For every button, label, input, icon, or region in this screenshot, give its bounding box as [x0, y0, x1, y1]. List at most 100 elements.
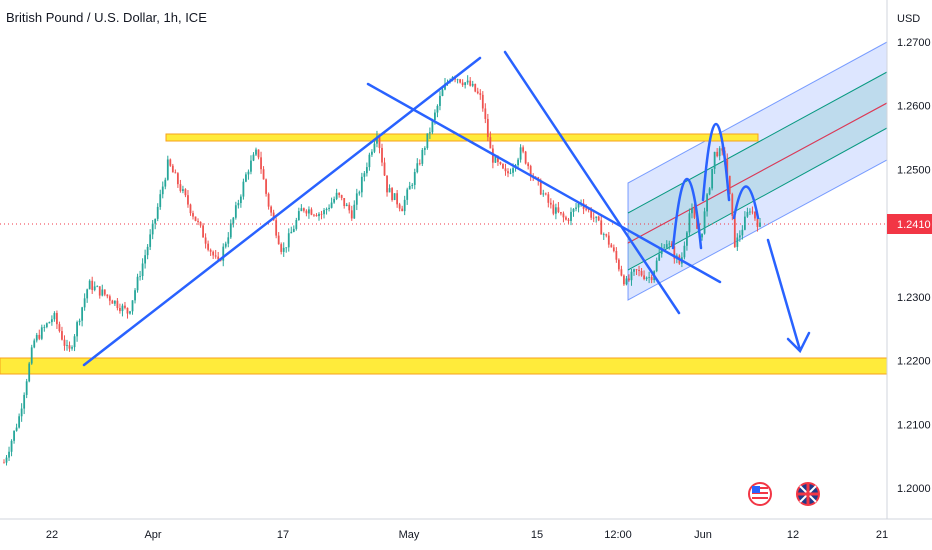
- candle-body: [290, 231, 293, 234]
- candle-body: [28, 363, 31, 382]
- candle-body: [144, 255, 147, 264]
- candle-body: [255, 149, 257, 155]
- event-flags[interactable]: [748, 482, 820, 506]
- candle-body: [50, 319, 53, 323]
- candle-body: [423, 147, 426, 150]
- candle-body: [393, 193, 396, 200]
- candle-body: [474, 83, 477, 92]
- candle-body: [126, 307, 129, 314]
- candle-body: [222, 246, 225, 261]
- candle-body: [245, 174, 247, 182]
- last-price-tag: 1.2410: [887, 214, 932, 234]
- candle-body: [544, 193, 547, 195]
- candle-body: [53, 313, 56, 320]
- support-zone: [0, 357, 888, 375]
- uk-flag-icon: [796, 482, 820, 506]
- candle-body: [267, 193, 270, 207]
- candle-body: [686, 232, 688, 246]
- candle-body: [35, 334, 38, 341]
- candle-body: [688, 213, 691, 233]
- candle-body: [645, 277, 648, 280]
- candle-body: [318, 213, 320, 217]
- candle-body: [376, 136, 378, 144]
- candle-body: [610, 244, 613, 248]
- candle-body: [202, 225, 204, 238]
- candle-body: [713, 151, 716, 169]
- x-tick-label: 21: [876, 529, 888, 541]
- candle-body: [285, 247, 288, 249]
- candle-body: [194, 216, 197, 221]
- candle-body: [408, 185, 411, 190]
- candle-body: [174, 172, 177, 174]
- candle-body: [557, 207, 560, 213]
- candle-body: [592, 217, 595, 219]
- candle-body: [25, 381, 28, 395]
- candle-body: [756, 218, 759, 227]
- x-tick-label: Apr: [144, 529, 161, 541]
- candle-body: [189, 204, 192, 214]
- candle-body: [146, 246, 149, 256]
- candle-body: [343, 197, 346, 207]
- candle-body: [749, 211, 751, 213]
- candle-body: [302, 208, 305, 211]
- candle-body: [156, 206, 159, 219]
- candle-body: [398, 204, 401, 209]
- trend-drawings: [82, 50, 811, 367]
- candle-body: [716, 151, 719, 157]
- candle-body: [673, 246, 676, 259]
- candle-body: [292, 228, 295, 232]
- candle-body: [282, 247, 285, 252]
- candle-body: [381, 147, 383, 163]
- candle-body: [406, 189, 409, 200]
- time-axis[interactable]: 22 Apr 17 May 15 12:00 Jun 12 21: [46, 529, 888, 541]
- candle-body: [171, 165, 174, 173]
- candle-body: [529, 166, 532, 176]
- candle-body: [119, 308, 121, 312]
- x-tick-label: 12: [787, 529, 799, 541]
- candle-body: [648, 276, 651, 278]
- candle-body: [40, 327, 43, 339]
- x-tick-label: May: [399, 529, 420, 541]
- candle-body: [733, 215, 736, 247]
- candle-body: [554, 207, 557, 214]
- candle-body: [338, 192, 341, 196]
- candle-body: [247, 171, 250, 175]
- y-tick-label: 1.2100: [897, 419, 931, 431]
- candle-body: [527, 163, 530, 167]
- candle-body: [625, 278, 628, 285]
- candle-body: [159, 194, 162, 207]
- y-tick-label: 1.2700: [897, 37, 931, 49]
- candle-body: [83, 298, 86, 308]
- candle-body: [693, 208, 696, 218]
- candle-body: [436, 105, 439, 113]
- candle-body: [620, 269, 623, 276]
- y-tick-label: 1.2000: [897, 483, 931, 495]
- candle-body: [73, 336, 76, 348]
- candle-body: [45, 323, 48, 327]
- candle-body: [494, 156, 497, 163]
- candle-body: [428, 132, 431, 134]
- candle-body: [214, 255, 217, 257]
- x-tick-label: 17: [277, 529, 289, 541]
- candle-body: [340, 195, 343, 198]
- candle-body: [103, 289, 106, 295]
- candle-body: [743, 216, 746, 230]
- candle-body: [81, 307, 84, 321]
- x-tick-label: Jun: [694, 529, 712, 541]
- candle-body: [426, 133, 429, 148]
- candle-body: [93, 286, 96, 290]
- candle-body: [726, 158, 729, 176]
- trendline-rise-1: [82, 56, 482, 367]
- candle-body: [365, 167, 368, 174]
- candle-body: [71, 347, 73, 349]
- candle-body: [655, 260, 658, 272]
- price-axis[interactable]: USD 1.2700 1.2600 1.2500 1.2300 1.2200 1.2100…: [897, 13, 931, 495]
- candle-body: [262, 169, 265, 180]
- candle-body: [585, 208, 588, 210]
- candle-body: [373, 143, 376, 152]
- candle-body: [728, 175, 731, 195]
- candle-body: [56, 313, 58, 325]
- candle-body: [703, 211, 706, 234]
- candle-body: [227, 237, 230, 244]
